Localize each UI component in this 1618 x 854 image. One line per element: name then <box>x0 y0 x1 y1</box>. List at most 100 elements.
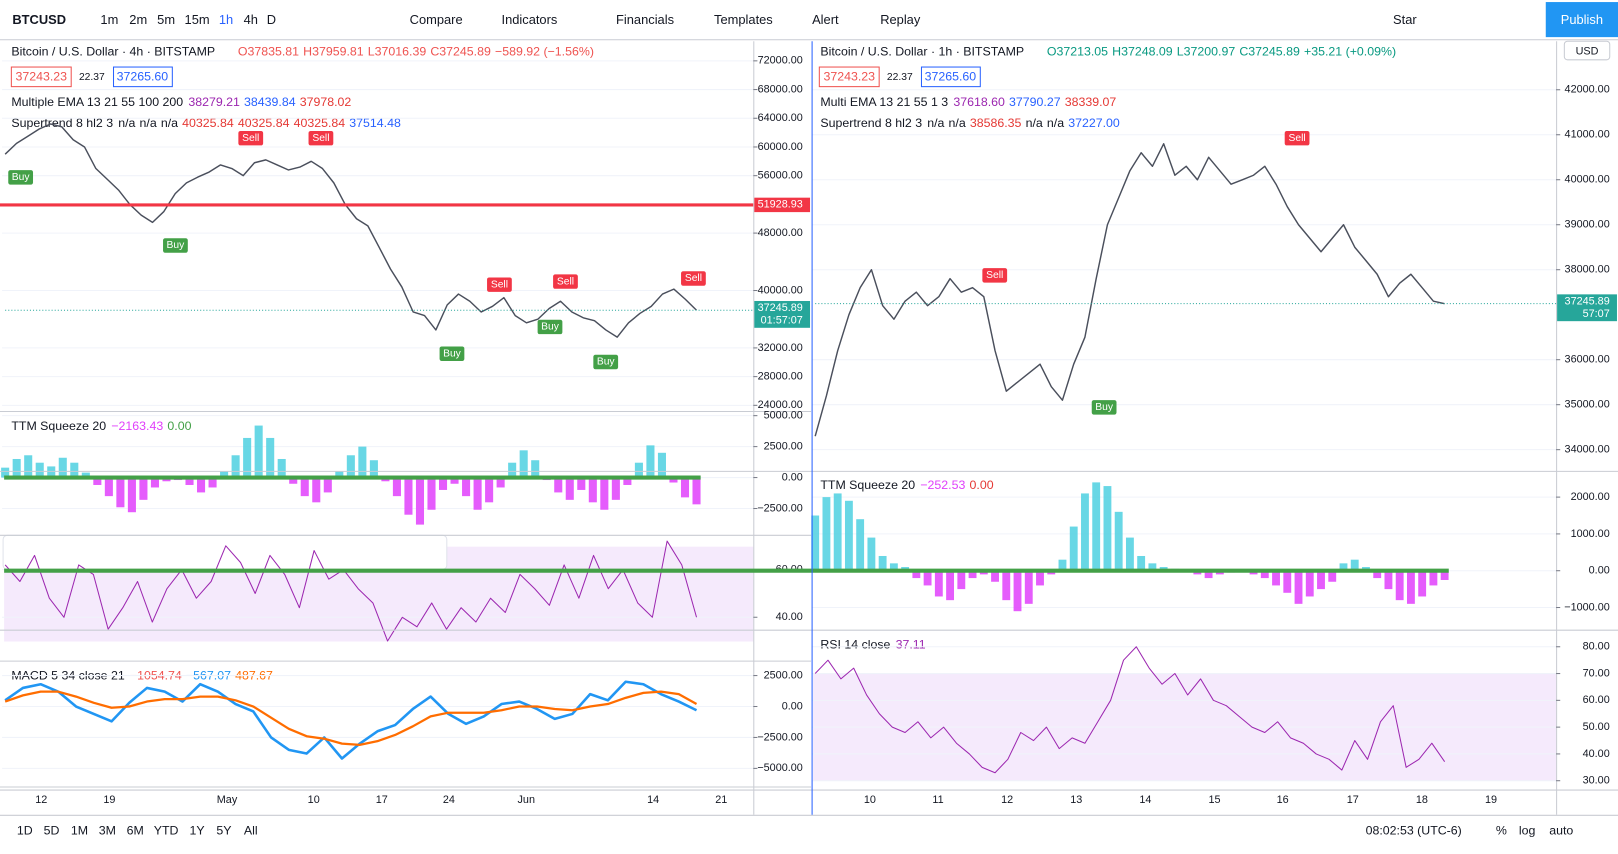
histogram-bar <box>1103 486 1112 571</box>
star-label[interactable]: Star <box>1393 12 1417 27</box>
ohlc: +35.21 (+0.09%) <box>1304 45 1396 59</box>
y-tick-label: 72000.00 <box>758 55 803 67</box>
toolbar-button[interactable]: Financials <box>616 12 674 27</box>
signal-badge <box>1284 130 1310 146</box>
ema-value: 37618.60 <box>953 95 1005 109</box>
x-tick-label: 15 <box>1209 794 1221 806</box>
ema-label: Multiple EMA 13 21 55 100 200 <box>11 95 183 109</box>
x-tick-label: 14 <box>647 794 659 806</box>
ohlc: H37959.81 <box>303 45 364 59</box>
ema-legend: Multiple EMA 13 21 55 100 200 38279.21 384… <box>11 95 351 109</box>
histogram-bar <box>923 570 932 586</box>
histogram-bar <box>1002 570 1011 601</box>
bid-box[interactable] <box>818 66 880 88</box>
histogram-bar <box>889 563 898 571</box>
ask-box[interactable] <box>920 66 981 88</box>
range-button[interactable]: 1M <box>71 824 88 838</box>
ttm-value: −2163.43 <box>111 419 163 433</box>
ask[interactable]: 37265.60 <box>925 70 977 84</box>
interval[interactable]: 2m <box>129 12 147 27</box>
x-tick-label: Jun <box>518 794 535 806</box>
histogram-bar <box>611 477 620 500</box>
y-tick-label: 56000.00 <box>758 170 803 182</box>
histogram-bar <box>81 472 90 478</box>
signal-label: Buy <box>541 322 560 333</box>
interval[interactable]: D <box>267 12 276 27</box>
range-button[interactable]: 6M <box>127 824 144 838</box>
ema-label: Multi EMA 13 21 55 1 3 <box>820 95 948 109</box>
bid[interactable]: 37243.23 <box>15 70 67 84</box>
rsi-legend: RSI 14 close 37.11 <box>820 638 925 652</box>
y-tick-label: 32000.00 <box>758 342 803 354</box>
ask-box[interactable] <box>112 66 173 88</box>
toolbar-button[interactable]: Replay <box>880 12 921 27</box>
histogram-bar <box>577 477 586 490</box>
currency-box[interactable] <box>1563 40 1611 61</box>
histogram-bar <box>968 570 977 579</box>
range-button[interactable]: YTD <box>154 824 179 838</box>
toolbar-button[interactable]: Alert <box>812 12 839 27</box>
auto-toggle[interactable]: auto <box>1549 824 1573 838</box>
toolbar-button[interactable]: Indicators <box>501 12 557 27</box>
histogram-bar <box>104 477 113 497</box>
histogram-bar <box>588 477 597 503</box>
publish-button[interactable] <box>1545 2 1618 38</box>
signal-label: Sell <box>685 273 702 284</box>
toolbar-button[interactable]: Templates <box>714 12 773 27</box>
supertrend-label: Supertrend 8 hl2 3 <box>820 116 922 130</box>
st-value: n/a <box>140 116 157 130</box>
last-price-badge <box>754 300 811 328</box>
x-tick-label: 19 <box>103 794 115 806</box>
signal-label: Buy <box>597 357 616 368</box>
histogram-bar <box>116 477 125 508</box>
interval[interactable]: 15m <box>185 12 210 27</box>
ttm-legend: TTM Squeeze 20 −2163.43 0.00 <box>11 419 191 433</box>
interval[interactable]: 1h <box>219 12 233 27</box>
y-tick-label: 42000.00 <box>1565 84 1610 96</box>
signal-label: Sell <box>312 133 329 144</box>
clock: 08:02:53 (UTC-6) <box>1366 824 1462 838</box>
countdown: 01:57:07 <box>761 314 803 326</box>
histogram-bar <box>680 477 690 498</box>
interval[interactable]: 5m <box>157 12 175 27</box>
drawing-toolbar[interactable] <box>2 534 448 570</box>
range-button[interactable]: 1Y <box>190 824 205 838</box>
st-value: n/a <box>927 116 944 130</box>
histogram-bar <box>1148 563 1157 571</box>
bid[interactable]: 37243.23 <box>823 70 875 84</box>
range-button[interactable]: All <box>244 824 258 838</box>
y-tick-label: 41000.00 <box>1565 129 1610 141</box>
ohlc: L37200.97 <box>1177 45 1236 59</box>
title: Bitcoin / U.S. Dollar · 1h · BITSTAMP <box>820 45 1024 59</box>
signal-label: Sell <box>1288 133 1305 144</box>
publish-label[interactable]: Publish <box>1561 12 1603 27</box>
y-tick-label: 30.00 <box>1583 775 1610 787</box>
ttm-legend: TTM Squeeze 20 −252.53 0.00 <box>820 478 993 492</box>
range-button[interactable]: 5D <box>44 824 60 838</box>
range-button[interactable]: 5Y <box>216 824 231 838</box>
macd-line <box>4 680 698 760</box>
signal-label: Sell <box>491 279 508 290</box>
y-tick-label: 50.00 <box>1583 721 1610 733</box>
range-button[interactable]: 1D <box>17 824 33 838</box>
spread: 22.37 <box>79 72 105 83</box>
percent-toggle[interactable]: % <box>1496 824 1507 838</box>
y-tick-label: 0.00 <box>1589 565 1610 577</box>
ask[interactable]: 37265.60 <box>117 70 169 84</box>
currency[interactable]: USD <box>1576 45 1599 57</box>
histogram-bar <box>266 437 275 478</box>
bid-box[interactable] <box>10 66 72 88</box>
symbol[interactable]: BTCUSD <box>12 12 66 27</box>
histogram-bar <box>369 460 378 478</box>
x-tick-label: May <box>217 794 238 806</box>
st-value: n/a <box>118 116 135 130</box>
ema-value: 38439.84 <box>244 95 296 109</box>
left-title: Bitcoin / U.S. Dollar · 4h · BITSTAMP O37… <box>11 45 594 59</box>
toolbar-button[interactable]: Compare <box>410 12 463 27</box>
log-toggle[interactable]: log <box>1519 824 1536 838</box>
interval[interactable]: 4h <box>244 12 258 27</box>
range-button[interactable]: 3M <box>99 824 116 838</box>
interval[interactable]: 1m <box>100 12 118 27</box>
y-tick-label: −1000.00 <box>1564 601 1609 613</box>
ema-value: 38279.21 <box>188 95 240 109</box>
